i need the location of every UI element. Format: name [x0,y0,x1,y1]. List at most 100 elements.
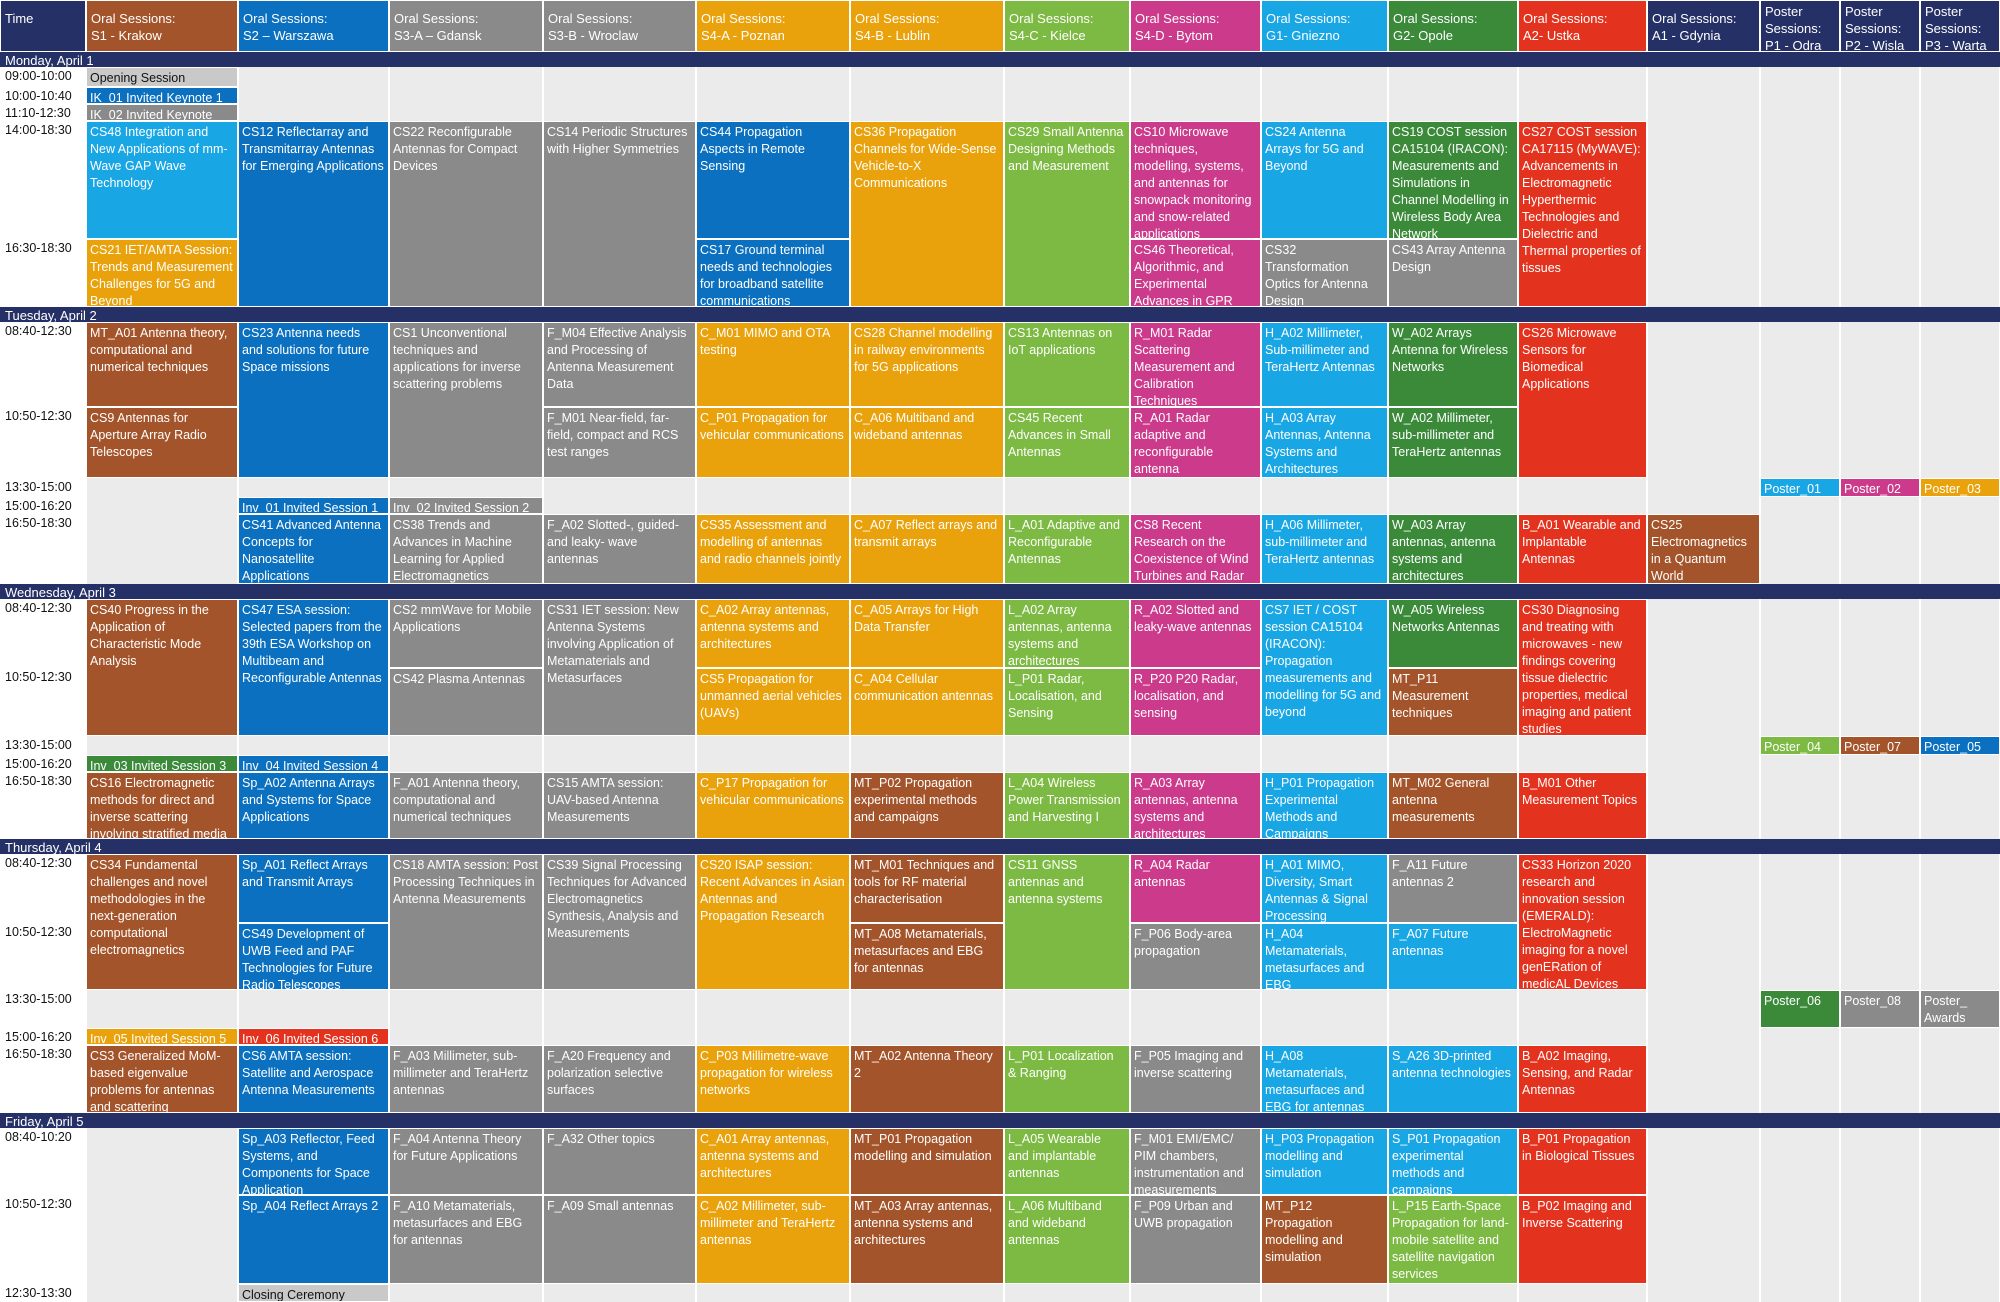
session-block[interactable]: CS32 Transformation Optics for Antenna D… [1261,239,1388,307]
session-block[interactable]: CS8 Recent Research on the Coexistence o… [1130,514,1261,584]
session-block[interactable]: CS11 GNSS antennas and antenna systems [1004,854,1130,990]
session-block[interactable]: L_P01 Radar, Localisation, and Sensing [1004,668,1130,736]
session-block[interactable]: CS20 ISAP session: Recent Advances in As… [696,854,850,990]
session-block[interactable]: Sp_A02 Antenna Arrays and Systems for Sp… [238,772,389,839]
session-block[interactable]: H_P03 Propagation modelling and simulati… [1261,1128,1388,1195]
session-block[interactable]: CS36 Propagation Channels for Wide-Sense… [850,121,1004,307]
session-block[interactable]: CS9 Antennas for Aperture Array Radio Te… [86,407,238,478]
session-block[interactable]: C_A02 Array antennas, antenna systems an… [696,599,850,668]
session-block[interactable]: H_A04 Metamaterials, metasurfaces and EB… [1261,923,1388,990]
session-block[interactable]: R_A03 Array antennas, antenna systems an… [1130,772,1261,839]
session-block[interactable]: CS6 AMTA session: Satellite and Aerospac… [238,1045,389,1113]
session-block[interactable]: Inv_03 Invited Session 3 [86,755,238,772]
session-block[interactable]: F_P06 Body-area propagation [1130,923,1261,990]
session-block[interactable]: CS29 Small Antenna Designing Methods and… [1004,121,1130,307]
session-block[interactable]: Inv_05 Invited Session 5 [86,1028,238,1045]
session-block[interactable]: R_A04 Radar antennas [1130,854,1261,923]
session-block[interactable]: F_A11 Future antennas 2 [1388,854,1518,923]
session-block[interactable]: CS39 Signal Processing Techniques for Ad… [543,854,696,990]
session-block[interactable]: L_A05 Wearable and implantable antennas [1004,1128,1130,1195]
session-block[interactable]: CS16 Electromagnetic methods for direct … [86,772,238,839]
session-block[interactable]: S_A26 3D-printed antenna technologies [1388,1045,1518,1113]
session-block[interactable]: B_A02 Imaging, Sensing, and Radar Antenn… [1518,1045,1647,1113]
session-block[interactable]: R_M01 Radar Scattering Measurement and C… [1130,322,1261,407]
session-block[interactable]: H_A01 MIMO, Diversity, Smart Antennas & … [1261,854,1388,923]
session-block[interactable]: Poster_07 [1840,736,1920,755]
session-block[interactable]: CS27 COST session CA17115 (MyWAVE): Adva… [1518,121,1647,307]
session-block[interactable]: H_A08 Metamaterials, metasurfaces and EB… [1261,1045,1388,1113]
session-block[interactable]: MT_A03 Array antennas, antenna systems a… [850,1195,1004,1284]
session-block[interactable]: Inv_02 Invited Session 2 [389,497,543,514]
session-block[interactable]: MT_P02 Propagation experimental methods … [850,772,1004,839]
session-block[interactable]: F_P09 Urban and UWB propagation [1130,1195,1261,1284]
session-block[interactable]: H_P01 Propagation Experimental Methods a… [1261,772,1388,839]
session-block[interactable]: W_A02 Millimeter, sub-millimeter and Ter… [1388,407,1518,478]
session-block[interactable]: IK_01 Invited Keynote 1 [86,87,238,104]
session-block[interactable]: CS21 IET/AMTA Session: Trends and Measur… [86,239,238,307]
session-block[interactable]: CS19 COST session CA15104 (IRACON): Meas… [1388,121,1518,239]
session-block[interactable]: CS41 Advanced Antenna Concepts for Nanos… [238,514,389,584]
session-block[interactable]: CS17 Ground terminal needs and technolog… [696,239,850,307]
session-block[interactable]: F_A03 Millimeter, sub-millimeter and Ter… [389,1045,543,1113]
session-block[interactable]: CS18 AMTA session: Post Processing Techn… [389,854,543,990]
session-block[interactable]: Sp_A01 Reflect Arrays and Transmit Array… [238,854,389,923]
session-block[interactable]: MT_P11 Measurement techniques [1388,668,1518,736]
session-block[interactable]: MT_M02 General antenna measurements [1388,772,1518,839]
session-block[interactable]: CS22 Reconfigurable Antennas for Compact… [389,121,543,307]
session-block[interactable]: Inv_01 Invited Session 1 [238,497,389,514]
session-block[interactable]: Poster_02 [1840,478,1920,497]
session-block[interactable]: CS31 IET session: New Antenna Systems in… [543,599,696,736]
session-block[interactable]: CS47 ESA session: Selected papers from t… [238,599,389,736]
session-block[interactable]: Sp_A04 Reflect Arrays 2 [238,1195,389,1284]
session-block[interactable]: W_A05 Wireless Networks Antennas [1388,599,1518,668]
session-block[interactable]: C_P01 Propagation for vehicular communic… [696,407,850,478]
session-block[interactable]: W_A03 Array antennas, antenna systems an… [1388,514,1518,584]
session-block[interactable]: L_A04 Wireless Power Transmission and Ha… [1004,772,1130,839]
session-block[interactable]: C_P17 Propagation for vehicular communic… [696,772,850,839]
session-block[interactable]: CS1 Unconventional techniques and applic… [389,322,543,478]
session-block[interactable]: Poster_03 [1920,478,2000,497]
session-block[interactable]: CS30 Diagnosing and treating with microw… [1518,599,1647,736]
session-block[interactable]: C_A07 Reflect arrays and transmit arrays [850,514,1004,584]
session-block[interactable]: Inv_06 Invited Session 6 [238,1028,389,1045]
session-block[interactable]: CS14 Periodic Structures with Higher Sym… [543,121,696,307]
session-block[interactable]: R_A02 Slotted and leaky-wave antennas [1130,599,1261,668]
session-block[interactable]: Poster_01 [1760,478,1840,497]
session-block[interactable]: Sp_A03 Reflector, Feed Systems, and Comp… [238,1128,389,1195]
session-block[interactable]: CS45 Recent Advances in Small Antennas [1004,407,1130,478]
session-block[interactable]: B_A01 Wearable and Implantable Antennas [1518,514,1647,584]
session-block[interactable]: CS7 IET / COST session CA15104 (IRACON):… [1261,599,1388,736]
session-block[interactable]: CS33 Horizon 2020 research and innovatio… [1518,854,1647,990]
session-block[interactable]: CS5 Propagation for unmanned aerial vehi… [696,668,850,736]
session-block[interactable]: CS28 Channel modelling in railway enviro… [850,322,1004,407]
session-block[interactable]: CS46 Theoretical, Algorithmic, and Exper… [1130,239,1261,307]
session-block[interactable]: CS40 Progress in the Application of Char… [86,599,238,736]
session-block[interactable]: H_A02 Millimeter, Sub-millimeter and Ter… [1261,322,1388,407]
session-block[interactable]: CS12 Reflectarray and Transmitarray Ante… [238,121,389,307]
session-block[interactable]: MT_A01 Antenna theory, computational and… [86,322,238,407]
session-block[interactable]: CS42 Plasma Antennas [389,668,543,736]
session-block[interactable]: F_A07 Future antennas [1388,923,1518,990]
session-block[interactable]: MT_A08 Metamaterials, metasurfaces and E… [850,923,1004,990]
session-block[interactable]: C_M01 MIMO and OTA testing [696,322,850,407]
session-block[interactable]: C_A05 Arrays for High Data Transfer [850,599,1004,668]
session-block[interactable]: CS43 Array Antenna Design [1388,239,1518,307]
session-block[interactable]: C_A02 Millimeter, sub-millimeter and Ter… [696,1195,850,1284]
session-block[interactable]: C_A04 Cellular communication antennas [850,668,1004,736]
session-block[interactable]: L_A06 Multiband and wideband antennas [1004,1195,1130,1284]
session-block[interactable]: CS44 Propagation Aspects in Remote Sensi… [696,121,850,239]
session-block[interactable]: CS2 mmWave for Mobile Applications [389,599,543,668]
session-block[interactable]: H_A06 Millimeter, sub-millimeter and Ter… [1261,514,1388,584]
session-block[interactable]: R_P20 P20 Radar, localisation, and sensi… [1130,668,1261,736]
session-block[interactable]: L_P01 Localization & Ranging [1004,1045,1130,1113]
session-block[interactable]: L_A02 Array antennas, antenna systems an… [1004,599,1130,668]
session-block[interactable]: C_P03 Millimetre-wave propagation for wi… [696,1045,850,1113]
session-block[interactable]: W_A02 Arrays Antenna for Wireless Networ… [1388,322,1518,407]
session-block[interactable]: CS38 Trends and Advances in Machine Lear… [389,514,543,584]
session-block[interactable]: CS26 Microwave Sensors for Biomedical Ap… [1518,322,1647,478]
session-block[interactable]: CS35 Assessment and modelling of antenna… [696,514,850,584]
session-block[interactable]: Opening Session [86,67,238,87]
session-block[interactable]: B_P02 Imaging and Inverse Scattering [1518,1195,1647,1284]
session-block[interactable]: Poster_05 [1920,736,2000,755]
session-block[interactable]: H_A03 Array Antennas, Antenna Systems an… [1261,407,1388,478]
